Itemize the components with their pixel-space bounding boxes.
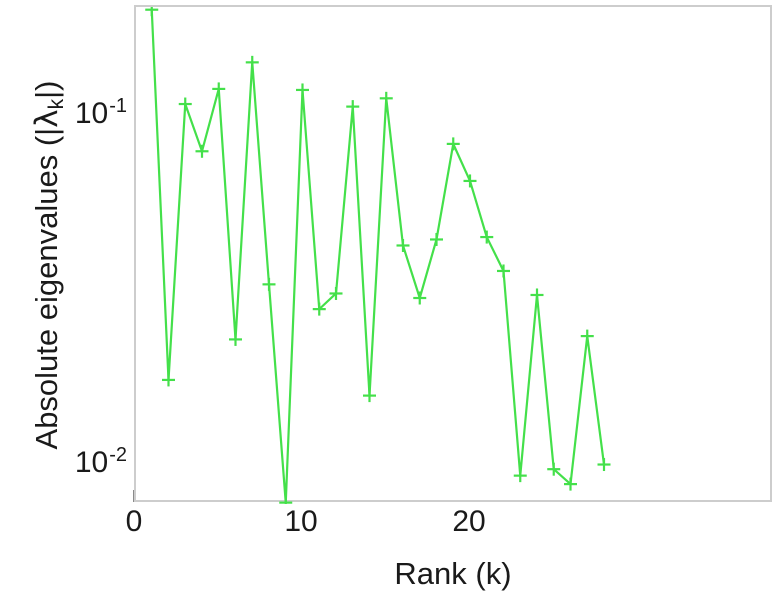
data-series-svg xyxy=(145,7,611,504)
eigenvalue-markers xyxy=(145,7,611,504)
y-tick-label-1e-2: 10-2 xyxy=(75,444,127,480)
y-tick-exponent: -2 xyxy=(109,444,127,466)
y-tick-label-wrap: 10-2 xyxy=(0,444,127,480)
x-tick-label-10: 10 xyxy=(284,505,318,538)
y-tick-base: 10 xyxy=(74,446,109,479)
y-axis-label: Absolute eigenvalues (|λk|) xyxy=(25,15,69,515)
y-tick-label-1e-1: 10-1 xyxy=(75,95,127,131)
y-tick-label-wrap: 10-1 xyxy=(0,95,127,131)
x-tick-label-20: 20 xyxy=(452,505,486,538)
plot-area xyxy=(134,5,772,504)
y-tick-base: 10 xyxy=(74,97,109,130)
x-axis-label: Rank (k) xyxy=(394,556,512,591)
x-tick-label-0: 0 xyxy=(125,505,143,538)
y-axis-label-prefix: Absolute eigenvalues (| xyxy=(29,127,64,450)
y-tick-exponent: -1 xyxy=(109,95,127,117)
eigenvalue-line xyxy=(150,8,606,504)
